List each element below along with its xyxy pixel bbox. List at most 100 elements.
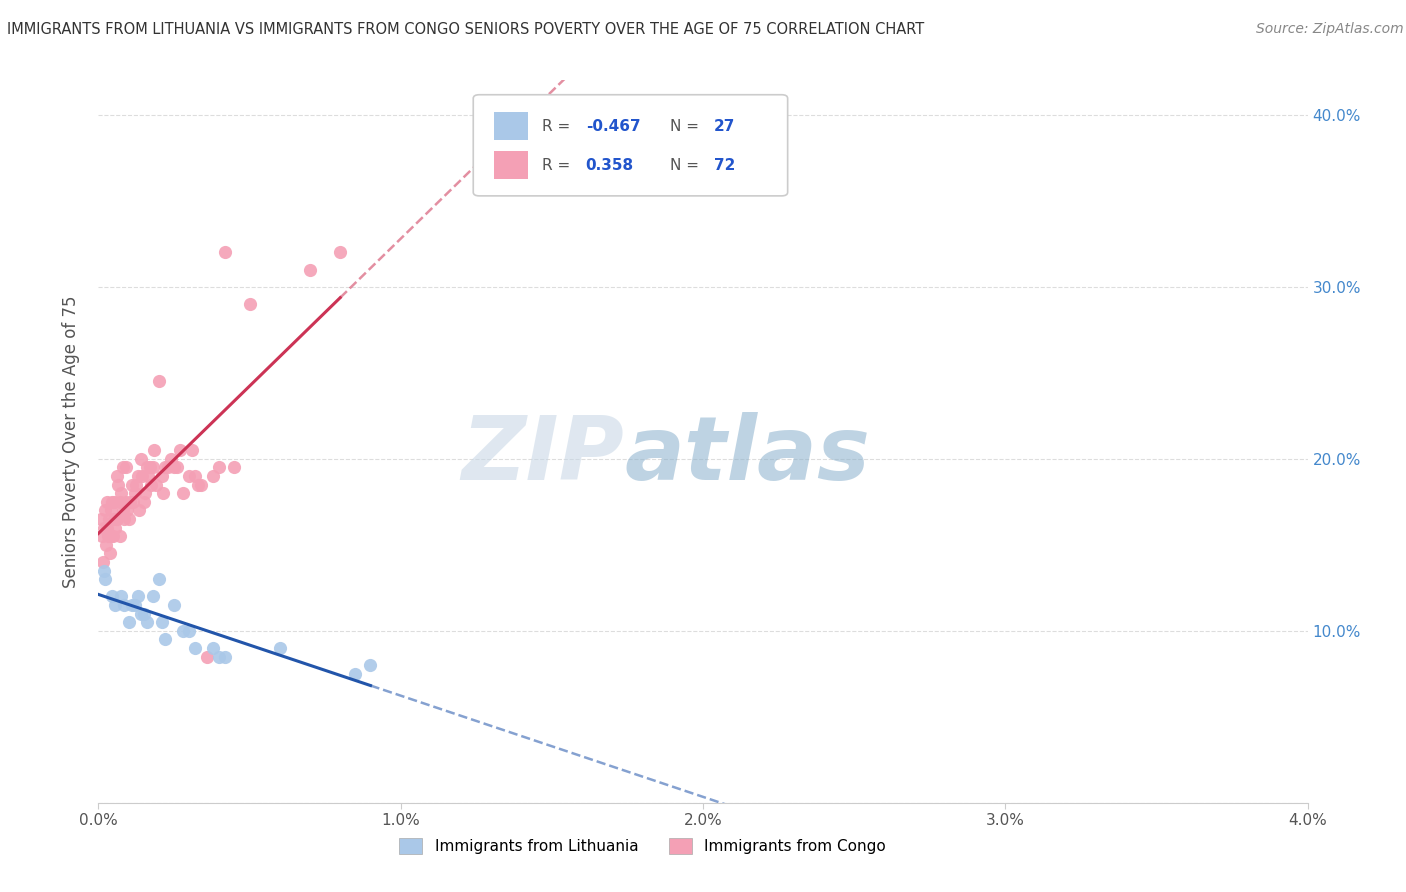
Text: N =: N =	[671, 158, 704, 173]
Legend: Immigrants from Lithuania, Immigrants from Congo: Immigrants from Lithuania, Immigrants fr…	[394, 832, 891, 860]
Point	[142, 460, 165, 475]
FancyBboxPatch shape	[494, 112, 527, 140]
Text: ZIP: ZIP	[461, 412, 624, 500]
Point	[329, 245, 352, 260]
Point	[184, 469, 207, 483]
Point	[120, 494, 142, 508]
Point	[124, 598, 146, 612]
Point	[127, 590, 149, 604]
Point	[110, 590, 132, 604]
Point	[103, 494, 125, 508]
Text: Source: ZipAtlas.com: Source: ZipAtlas.com	[1256, 22, 1403, 37]
Point	[344, 666, 367, 681]
Point	[118, 615, 141, 630]
Point	[187, 477, 209, 491]
Point	[122, 494, 145, 508]
Point	[112, 460, 135, 475]
Point	[101, 529, 124, 543]
Point	[360, 658, 382, 673]
Point	[184, 640, 207, 655]
Point	[172, 624, 194, 638]
Point	[181, 443, 204, 458]
Point	[94, 538, 117, 552]
Point	[124, 486, 146, 500]
Point	[153, 460, 176, 475]
Point	[121, 477, 143, 491]
Point	[299, 262, 322, 277]
Text: R =: R =	[543, 158, 575, 173]
Point	[195, 649, 218, 664]
Point	[136, 469, 159, 483]
Point	[98, 512, 121, 526]
Point	[90, 512, 112, 526]
FancyBboxPatch shape	[494, 151, 527, 179]
Point	[163, 598, 186, 612]
Text: atlas: atlas	[624, 412, 870, 500]
Point	[96, 520, 118, 534]
Point	[239, 297, 262, 311]
Text: IMMIGRANTS FROM LITHUANIA VS IMMIGRANTS FROM CONGO SENIORS POVERTY OVER THE AGE : IMMIGRANTS FROM LITHUANIA VS IMMIGRANTS …	[7, 22, 924, 37]
Point	[169, 443, 191, 458]
Point	[100, 529, 122, 543]
Point	[156, 460, 179, 475]
Point	[224, 460, 246, 475]
Point	[179, 469, 201, 483]
Point	[96, 494, 118, 508]
Point	[108, 529, 131, 543]
Text: 0.358: 0.358	[586, 158, 634, 173]
Point	[115, 503, 138, 517]
Point	[148, 572, 170, 586]
Point	[148, 375, 170, 389]
Point	[112, 598, 135, 612]
Point	[150, 615, 173, 630]
Point	[125, 477, 148, 491]
Point	[153, 632, 176, 647]
Point	[94, 503, 117, 517]
Y-axis label: Seniors Poverty Over the Age of 75: Seniors Poverty Over the Age of 75	[62, 295, 80, 588]
Point	[128, 503, 150, 517]
Point	[93, 520, 115, 534]
Point	[214, 245, 236, 260]
Point	[104, 520, 127, 534]
Point	[101, 590, 124, 604]
Point	[103, 512, 125, 526]
Point	[121, 598, 143, 612]
Text: N =: N =	[671, 119, 704, 134]
Point	[160, 451, 183, 466]
Point	[114, 494, 136, 508]
Point	[163, 460, 186, 475]
Point	[108, 494, 131, 508]
Point	[97, 529, 120, 543]
Point	[190, 477, 212, 491]
Point	[129, 607, 152, 621]
Text: R =: R =	[543, 119, 575, 134]
Point	[112, 512, 135, 526]
Point	[172, 486, 194, 500]
Point	[105, 469, 128, 483]
Text: 72: 72	[714, 158, 735, 173]
Point	[135, 460, 157, 475]
Point	[129, 451, 152, 466]
Point	[152, 486, 174, 500]
Point	[135, 615, 157, 630]
Point	[127, 469, 149, 483]
Point	[134, 486, 156, 500]
Point	[208, 460, 231, 475]
Point	[214, 649, 236, 664]
Point	[145, 477, 167, 491]
Point	[139, 460, 162, 475]
Text: -0.467: -0.467	[586, 119, 640, 134]
Point	[104, 598, 127, 612]
Point	[93, 564, 115, 578]
FancyBboxPatch shape	[474, 95, 787, 196]
Point	[141, 477, 163, 491]
Point	[118, 512, 141, 526]
Point	[150, 469, 173, 483]
Point	[143, 443, 166, 458]
Point	[142, 590, 165, 604]
Point	[179, 624, 201, 638]
Point	[105, 512, 128, 526]
Point	[269, 640, 291, 655]
Point	[132, 494, 155, 508]
Point	[132, 607, 155, 621]
